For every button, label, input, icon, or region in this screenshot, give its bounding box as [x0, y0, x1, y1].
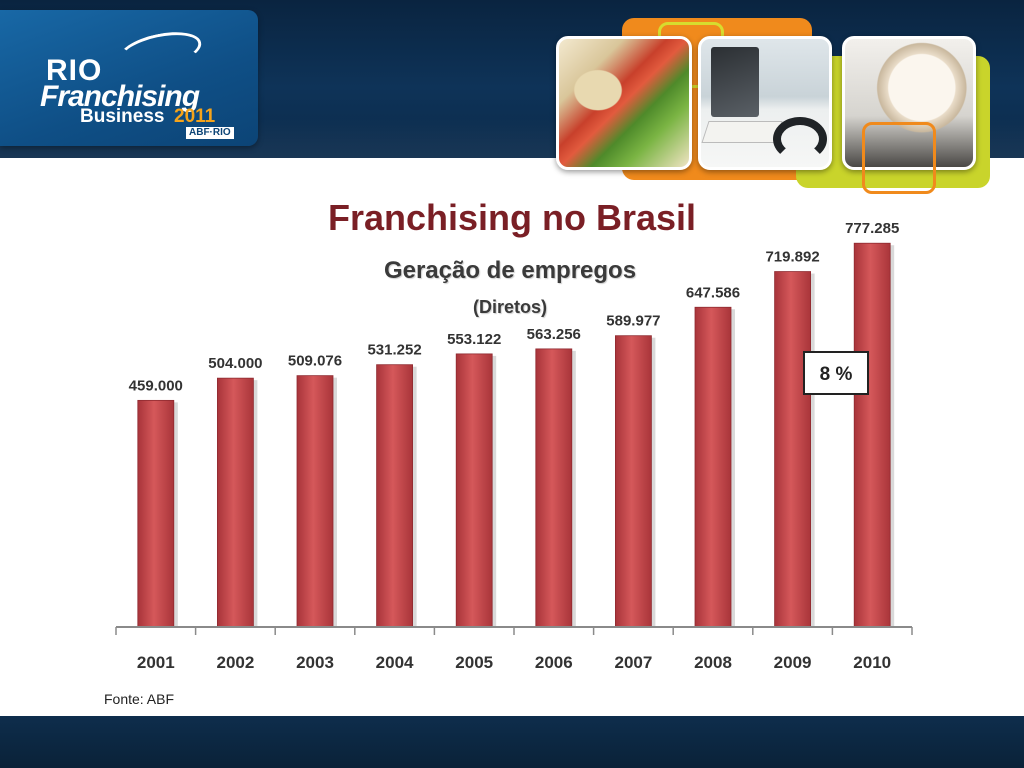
data-label-2006: 563.256	[527, 326, 581, 343]
x-tick-label-2004: 2004	[376, 653, 414, 672]
bar-2005	[455, 353, 493, 628]
chart-title: Geração de empregos	[383, 257, 637, 284]
x-tick-label-2006: 2006	[535, 653, 573, 672]
data-label-2007: 589.977	[606, 313, 660, 330]
x-tick-label-2001: 2001	[137, 653, 175, 672]
x-tick-label-2003: 2003	[296, 653, 334, 672]
headset-icon	[773, 117, 827, 161]
monitor-icon	[711, 47, 759, 117]
bar-2006	[535, 348, 573, 628]
x-tick-label-2010: 2010	[853, 653, 891, 672]
logo-badge-abf: ABF·RIO	[186, 127, 234, 139]
collage-orange-frame	[862, 122, 936, 194]
source-note: Fonte: ABF	[104, 691, 175, 707]
x-tick-label-2005: 2005	[455, 653, 493, 672]
bar-2001	[137, 399, 175, 628]
bar-2008	[694, 306, 732, 628]
x-tick-label-2008: 2008	[694, 653, 732, 672]
bar-2002	[216, 377, 254, 628]
bar-2004	[376, 364, 414, 628]
coffee-cup-photo	[842, 36, 976, 170]
data-label-2001: 459.000	[129, 377, 183, 394]
slide-title: Franchising no Brasil	[327, 197, 697, 238]
data-label-2004: 531.252	[367, 342, 421, 359]
logo-text-business: Business	[80, 106, 165, 127]
data-label-2009: 719.892	[765, 249, 819, 266]
bar-2003	[296, 375, 334, 628]
data-label-2010: 777.285	[845, 220, 899, 237]
logo-text-franchising: Franchising	[40, 80, 200, 113]
growth-annotation-box	[803, 351, 869, 395]
bar-2010	[853, 242, 891, 628]
computer-headset-photo	[698, 36, 832, 170]
rio-franchising-business-logo: RIO Franchising Business 2011 ABF·RIO	[0, 10, 258, 146]
data-label-2008: 647.586	[686, 284, 740, 301]
footer-band	[0, 716, 1024, 768]
sandwich-photo	[556, 36, 692, 170]
x-tick-label-2002: 2002	[216, 653, 254, 672]
logo-text-rio: RIO	[46, 54, 103, 87]
bar-2009	[774, 271, 811, 628]
growth-annotation-text: 8 %	[820, 364, 853, 385]
data-label-2005: 553.122	[447, 331, 501, 348]
data-label-2003: 509.076	[288, 353, 342, 370]
x-tick-label-2007: 2007	[614, 653, 652, 672]
chart-subtitle: (Diretos)	[472, 297, 547, 317]
x-tick-label-2009: 2009	[774, 653, 812, 672]
logo-text-year: 2011	[174, 106, 216, 127]
data-label-2002: 504.000	[208, 355, 262, 372]
bar-2007	[615, 335, 652, 628]
